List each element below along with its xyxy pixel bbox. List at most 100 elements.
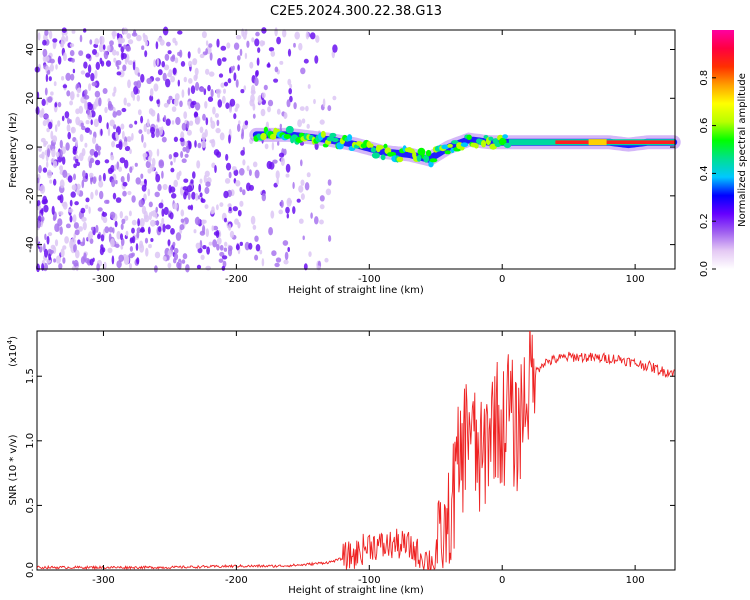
colorbar-tick-label: 0.8 <box>699 70 710 86</box>
x-tick-label: -300 <box>92 274 115 285</box>
spectrogram-speckle <box>284 251 289 261</box>
spectrogram-speckle <box>322 98 326 107</box>
spectrogram-speckle <box>82 170 86 179</box>
spectrogram-speckle <box>172 202 178 210</box>
spectrogram-speckle <box>42 39 47 46</box>
spectrogram-speckle <box>316 265 321 271</box>
spectrogram-speckle <box>57 218 63 227</box>
spectrogram-speckle <box>298 218 304 224</box>
spectrogram-speckle <box>133 29 137 35</box>
spectrogram-speckle <box>212 106 216 115</box>
spectrogram-speckle <box>45 65 49 72</box>
spectrogram-speckle <box>78 226 83 232</box>
spectrogram-speckle <box>171 54 176 60</box>
spectrogram-speckle <box>62 156 66 165</box>
spectrogram-speckle <box>74 201 79 206</box>
spectrogram-speckle <box>67 117 70 125</box>
spectrogram-speckle <box>108 226 114 233</box>
spectrogram-speckle <box>54 239 59 247</box>
spectrogram-speckle <box>121 53 127 59</box>
spectrogram-speckle <box>125 230 129 237</box>
spectrogram-speckle <box>71 184 77 191</box>
spectrogram-speckle <box>79 134 84 142</box>
spectrogram-speckle <box>170 76 176 83</box>
spectrogram-speckle <box>72 214 77 223</box>
spectrogram-speckle <box>139 228 145 233</box>
spectrogram-speckle <box>173 152 179 158</box>
spectrogram-speckle <box>155 41 159 50</box>
spectrogram-speckle <box>131 195 136 203</box>
y-tick-label: 0.5 <box>25 497 36 513</box>
spectrogram-speckle <box>46 69 51 75</box>
spectrogram-speckle <box>216 237 222 245</box>
spectrogram-ridge-blob <box>383 143 388 149</box>
spectrogram-speckle <box>171 120 175 125</box>
spectrogram-speckle <box>44 233 47 240</box>
colorbar-tick-label: 0.6 <box>699 118 710 134</box>
spectrogram-ridge-blob <box>331 137 339 143</box>
spectrogram-ridge-blob <box>285 125 294 134</box>
spectrogram-speckle <box>283 111 287 120</box>
spectrogram-speckle <box>282 240 289 246</box>
spectrogram-speckle <box>219 132 225 141</box>
spectrogram-speckle <box>216 38 220 48</box>
spectrogram-speckle <box>192 58 198 66</box>
spectrogram-speckle <box>167 72 172 78</box>
spectrogram-speckle <box>126 172 130 183</box>
spectrogram-speckle <box>96 263 100 271</box>
spectrogram-speckle <box>89 238 94 245</box>
spectrogram-speckle <box>270 210 275 219</box>
spectrogram-speckle <box>271 250 277 257</box>
spectrogram-speckle <box>90 119 93 126</box>
spectrogram-speckle <box>314 216 319 225</box>
spectrogram-speckle <box>165 78 171 88</box>
spectrogram-speckle <box>115 197 122 203</box>
spectrogram-speckle <box>275 257 282 263</box>
spectrogram-speckle <box>104 226 110 234</box>
spectrogram-speckle <box>55 64 58 70</box>
spectrogram-speckle <box>59 139 63 149</box>
spectrogram-speckle <box>108 103 112 109</box>
spectrogram-speckle <box>123 97 127 106</box>
spectrogram-speckle <box>154 251 161 259</box>
colorbar-tick-label: 0.4 <box>699 165 710 181</box>
spectrogram-speckle <box>190 204 194 211</box>
spectrogram-speckle <box>149 94 154 102</box>
spectrogram-speckle <box>194 102 201 111</box>
colorbar-tick-label: 0.2 <box>699 213 710 229</box>
spectrogram-speckle <box>50 91 54 96</box>
snr-y-multiplier: (x104) <box>6 336 19 367</box>
spectrogram-speckle <box>225 153 229 161</box>
spectrogram-speckle <box>217 92 221 99</box>
spectrogram-speckle <box>120 223 124 230</box>
spectrogram-speckle <box>208 71 215 77</box>
spectrogram-speckle <box>229 230 235 238</box>
spectrogram-speckle <box>45 73 49 83</box>
spectrogram-speckle <box>112 49 117 56</box>
y-tick-label: 0.0 <box>25 562 36 578</box>
spectrogram-speckle <box>237 123 241 132</box>
spectrogram-speckle <box>204 101 208 109</box>
spectrogram-speckle <box>195 192 199 201</box>
spectrogram-ridge-blob <box>377 145 384 150</box>
spectrogram-speckle <box>125 45 131 52</box>
spectrogram-ridge-blob <box>429 158 438 163</box>
spectrogram-speckle <box>249 61 254 69</box>
spectrogram-speckle <box>176 261 181 269</box>
spectrogram-speckle <box>162 72 167 82</box>
svg-text:(x104): (x104) <box>6 336 19 367</box>
spectrogram-speckle <box>153 83 159 92</box>
spectrogram-speckle <box>155 206 158 213</box>
spectrogram-speckle <box>274 66 279 73</box>
spectrogram-speckle <box>228 171 232 179</box>
spectrogram-speckle <box>78 50 84 56</box>
spectrogram-speckle <box>129 166 133 173</box>
spectrogram-speckle <box>147 155 152 163</box>
spectrogram-speckle <box>42 167 48 173</box>
spectrogram-speckle <box>244 28 248 36</box>
spectrogram-speckle <box>196 264 202 270</box>
spectrogram-speckle <box>201 132 206 142</box>
spectrogram-speckle <box>70 191 76 198</box>
spectrogram-speckle <box>113 86 117 94</box>
spectrogram-speckle <box>127 79 131 89</box>
